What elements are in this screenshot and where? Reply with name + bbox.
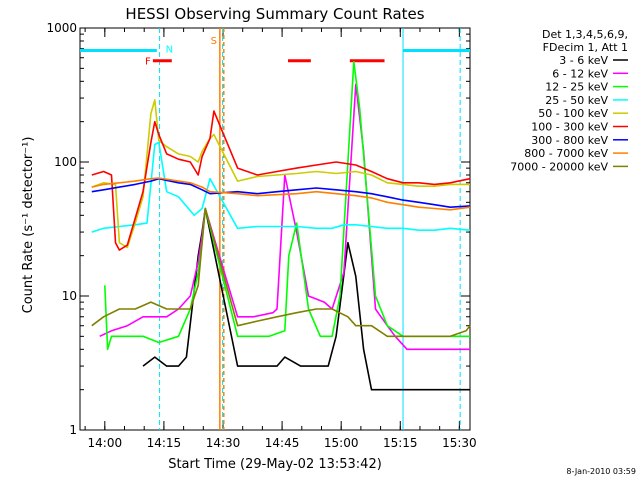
x-tick-label: 14:45 <box>265 436 300 450</box>
series-line-4 <box>91 141 471 233</box>
legend: Det 1,3,4,5,6,9,FDecim 1, Att 13 - 6 keV… <box>510 28 628 173</box>
x-tick-label: 14:00 <box>88 436 123 450</box>
marker-n: N <box>166 44 173 55</box>
legend-label-5: 50 - 100 keV <box>538 107 608 120</box>
y-tick-label: 1 <box>69 423 77 437</box>
series-line-6 <box>91 110 471 251</box>
y-axis-label: Count Rate (s⁻¹ detector⁻¹) <box>21 137 36 314</box>
chart-title: HESSI Observing Summary Count Rates <box>125 5 424 23</box>
series-line-5 <box>91 99 470 249</box>
y-tick-label: 10 <box>62 289 77 303</box>
y-tick-label: 100 <box>54 155 77 169</box>
marker-s: S <box>211 36 217 47</box>
series-line-7 <box>91 177 471 208</box>
x-tick-label: 14:30 <box>206 436 241 450</box>
series-line-1 <box>142 207 470 391</box>
legend-header-2: FDecim 1, Att 1 <box>543 41 628 54</box>
legend-label-2: 6 - 12 keV <box>552 67 608 80</box>
series-line-8 <box>91 177 471 211</box>
legend-label-6: 100 - 300 keV <box>531 121 608 134</box>
plot-area: 1 10 100 1000 14:00 14:15 14:30 14:45 15:00 15:15… <box>46 21 476 450</box>
x-axis-label: Start Time (29-May-02 13:53:42) <box>168 457 382 472</box>
x-tick-label: 15:15 <box>383 436 418 450</box>
series-line-3 <box>104 60 470 351</box>
plot-frame <box>79 27 471 431</box>
legend-label-4: 25 - 50 keV <box>545 94 608 107</box>
legend-label-7: 300 - 800 keV <box>531 134 608 147</box>
x-tick-label: 14:15 <box>147 436 182 450</box>
legend-label-1: 3 - 6 keV <box>559 54 608 67</box>
legend-label-9: 7000 - 20000 keV <box>510 160 608 173</box>
footer-timestamp: 8-Jan-2010 03:59 <box>566 467 636 476</box>
x-tick-label: 15:30 <box>442 436 477 450</box>
marker-f: F <box>145 57 151 68</box>
legend-label-8: 800 - 7000 keV <box>524 147 608 160</box>
series-line-9 <box>91 207 471 338</box>
legend-header-1: Det 1,3,4,5,6,9, <box>542 28 628 41</box>
x-tick-label: 15:00 <box>324 436 359 450</box>
y-tick-label: 1000 <box>46 21 77 35</box>
legend-label-3: 12 - 25 keV <box>545 81 608 94</box>
